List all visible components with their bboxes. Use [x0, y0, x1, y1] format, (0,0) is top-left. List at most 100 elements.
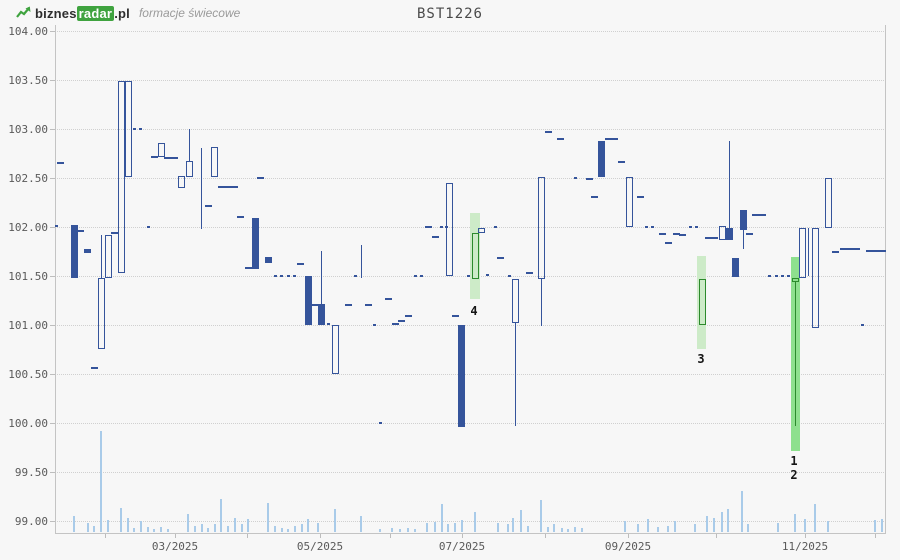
volume-bar — [567, 529, 569, 532]
y-axis-label: 100.50 — [8, 368, 48, 381]
y-axis-tick — [50, 178, 55, 179]
volume-bar — [147, 527, 149, 532]
y-axis-tick — [50, 31, 55, 32]
candle-body-filled — [252, 218, 259, 270]
volume-bar — [777, 523, 779, 532]
volume-bar — [434, 522, 436, 532]
volume-bar — [334, 509, 336, 532]
volume-bar — [93, 526, 95, 532]
volume-bar — [274, 526, 276, 532]
volume-bar — [379, 529, 381, 532]
pattern-number-label: 2 — [790, 468, 798, 482]
candle-doji-dash — [493, 226, 497, 228]
site-logo[interactable]: biznes radar .pl formacje świecowe — [16, 5, 240, 21]
volume-bar — [247, 519, 249, 532]
volume-bar — [507, 524, 509, 532]
volume-bar — [73, 516, 75, 532]
candle-body-hollow — [186, 161, 193, 177]
candle-body-hollow — [211, 146, 218, 177]
y-axis-tick — [50, 374, 55, 375]
candle-doji-dash — [292, 275, 296, 277]
candle-doji-dash — [273, 275, 277, 277]
candle-body-filled — [740, 210, 747, 230]
price-gridline — [55, 80, 886, 81]
candle-body-hollow — [446, 182, 453, 276]
brand-biznes: biznes — [35, 5, 77, 21]
candle-doji-dash — [774, 275, 778, 277]
pattern-highlight-band — [697, 256, 706, 349]
candle-body-filled — [732, 258, 739, 277]
volume-bar — [441, 504, 443, 532]
candle-doji-dash — [831, 251, 839, 254]
x-axis-tick — [628, 534, 629, 538]
candle-doji-dash — [236, 216, 244, 219]
candle-doji-dash — [585, 177, 593, 180]
candle-doji-dash — [204, 205, 212, 208]
volume-bar — [520, 510, 522, 532]
x-axis-label: 09/2025 — [604, 540, 652, 553]
candle-doji-dash — [694, 226, 698, 228]
candle-doji-dash — [688, 226, 692, 228]
candle-doji-dash — [326, 323, 330, 326]
chart-title: BST1226 — [416, 6, 483, 22]
volume-bar — [454, 523, 456, 532]
candle-doji-line — [201, 147, 202, 229]
candle-body-hollow — [812, 227, 819, 328]
candle-doji-dash — [413, 275, 417, 277]
candle-doji-dash — [372, 324, 376, 326]
x-axis-label: 11/2025 — [781, 540, 829, 553]
volume-bar — [827, 521, 829, 532]
volume-bar — [187, 514, 189, 532]
candle-doji-dash — [419, 275, 423, 277]
candle-doji-dash — [672, 232, 680, 235]
candle-body-hollow — [332, 325, 339, 374]
candle-body-hollow — [118, 80, 125, 274]
y-axis-label: 103.00 — [8, 123, 48, 136]
candle-doji-dash — [244, 267, 252, 270]
brand-radar: radar — [76, 5, 115, 21]
price-gridline — [55, 325, 886, 326]
volume-bar — [447, 524, 449, 532]
volume-bar — [694, 524, 696, 532]
candle-doji-dash — [230, 185, 238, 188]
candle-doji-dash — [865, 249, 873, 252]
volume-bar — [214, 524, 216, 532]
volume-bar — [140, 521, 142, 532]
pattern-number-label: 3 — [697, 352, 705, 366]
y-axis-label: 102.50 — [8, 172, 48, 185]
candle-doji-dash — [556, 137, 564, 140]
volume-bar — [461, 520, 463, 532]
volume-bar — [474, 512, 476, 532]
candle-doji-dash — [485, 274, 489, 277]
candle-doji-dash — [852, 247, 860, 250]
candle-body-filled — [458, 325, 465, 427]
candle-body-filled — [726, 227, 733, 240]
candle-lower-wick — [795, 280, 796, 426]
plot-border-right — [885, 25, 886, 533]
candle-body-filled — [71, 225, 78, 278]
volume-bar — [414, 529, 416, 532]
candle-doji-dash — [56, 162, 64, 165]
volume-bar — [874, 520, 876, 532]
y-axis-label: 101.50 — [8, 270, 48, 283]
candle-doji-dash — [424, 226, 432, 228]
y-axis-tick — [50, 227, 55, 228]
price-gridline — [55, 423, 886, 424]
volume-bar — [547, 527, 549, 532]
x-axis-label: 05/2025 — [296, 540, 344, 553]
candle-doji-dash — [286, 275, 290, 277]
y-axis-tick — [50, 80, 55, 81]
volume-bar — [881, 519, 883, 532]
x-axis-label: 03/2025 — [151, 540, 199, 553]
candle-doji-dash — [138, 128, 142, 130]
candle-doji-dash — [767, 275, 771, 277]
volume-bar — [647, 519, 649, 532]
volume-bar — [201, 524, 203, 532]
volume-bar — [713, 518, 715, 532]
y-axis-label: 102.00 — [8, 221, 48, 234]
candle-doji-dash — [451, 315, 459, 318]
candle-doji-dash — [279, 275, 283, 277]
candle-doji-dash — [604, 137, 612, 140]
y-axis-tick — [50, 325, 55, 326]
volume-bar — [127, 518, 129, 532]
